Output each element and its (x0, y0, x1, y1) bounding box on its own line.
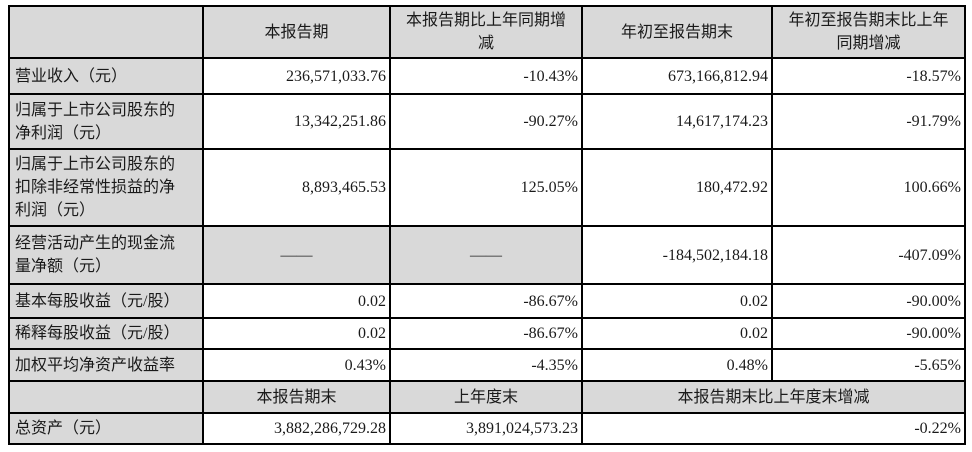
column-header-ytd-yoy-change: 年初至报告期末比上年 同期增减 (771, 4, 966, 60)
row-operating-cash-flow: 经营活动产生的现金流 量净额（元） —— —— -184,502,184.18 … (8, 225, 966, 286)
value-cell: -407.09% (771, 225, 966, 286)
row-label: 归属于上市公司股东的 净利润（元） (8, 93, 204, 151)
header-row-period: 本报告期 本报告期比上年同期增 减 年初至报告期末 年初至报告期末比上年 同期增… (8, 4, 966, 60)
dash-cell: —— (389, 225, 583, 286)
row-label: 总资产（元） (8, 412, 204, 446)
financial-summary-table: 本报告期 本报告期比上年同期增 减 年初至报告期末 年初至报告期末比上年 同期增… (8, 4, 966, 446)
row-operating-revenue: 营业收入（元） 236,571,033.76 -10.43% 673,166,8… (8, 57, 966, 96)
row-label: 基本每股收益（元/股） (8, 283, 204, 320)
value-cell: 0.02 (581, 317, 773, 351)
value-cell: 0.02 (202, 317, 391, 351)
value-cell: -90.00% (771, 283, 966, 320)
row-diluted-eps: 稀释每股收益（元/股） 0.02 -86.67% 0.02 -90.00% (8, 317, 966, 351)
value-cell: 8,893,465.53 (202, 148, 391, 228)
value-cell: -90.27% (389, 93, 583, 151)
row-label: 加权平均净资产收益率 (8, 348, 204, 383)
value-cell: 0.02 (202, 283, 391, 320)
row-basic-eps: 基本每股收益（元/股） 0.02 -86.67% 0.02 -90.00% (8, 283, 966, 320)
row-label: 经营活动产生的现金流 量净额（元） (8, 225, 204, 286)
value-cell: 0.48% (581, 348, 773, 383)
column-header-yoy-change: 本报告期比上年同期增 减 (389, 4, 583, 60)
value-cell: 673,166,812.94 (581, 57, 773, 96)
value-cell: -90.00% (771, 317, 966, 351)
header-corner-cell (8, 380, 204, 415)
row-label: 营业收入（元） (8, 57, 204, 96)
value-cell-change: -0.22% (581, 412, 966, 446)
row-net-profit-excl-nonrecurring: 归属于上市公司股东的 扣除非经常性损益的净 利润（元） 8,893,465.53… (8, 148, 966, 228)
value-cell: 3,891,024,573.23 (389, 412, 583, 446)
column-header-period-end: 本报告期末 (202, 380, 391, 415)
value-cell: 100.66% (771, 148, 966, 228)
dash-cell: —— (202, 225, 391, 286)
row-total-assets: 总资产（元） 3,882,286,729.28 3,891,024,573.23… (8, 412, 966, 446)
row-weighted-avg-roe: 加权平均净资产收益率 0.43% -4.35% 0.48% -5.65% (8, 348, 966, 383)
value-cell: -184,502,184.18 (581, 225, 773, 286)
header-row-period-end: 本报告期末 上年度末 本报告期末比上年度末增减 (8, 380, 966, 415)
column-header-prior-year-end: 上年度末 (389, 380, 583, 415)
value-cell: -5.65% (771, 348, 966, 383)
value-cell: -86.67% (389, 283, 583, 320)
value-cell: 180,472.92 (581, 148, 773, 228)
value-cell: 14,617,174.23 (581, 93, 773, 151)
value-cell: 0.43% (202, 348, 391, 383)
value-cell: 0.02 (581, 283, 773, 320)
header-corner-cell (8, 4, 204, 60)
row-label: 归属于上市公司股东的 扣除非经常性损益的净 利润（元） (8, 148, 204, 228)
value-cell: 13,342,251.86 (202, 93, 391, 151)
value-cell: 236,571,033.76 (202, 57, 391, 96)
value-cell: 125.05% (389, 148, 583, 228)
column-header-year-to-date: 年初至报告期末 (581, 4, 773, 60)
value-cell: -10.43% (389, 57, 583, 96)
value-cell: -18.57% (771, 57, 966, 96)
value-cell: -91.79% (771, 93, 966, 151)
row-label: 稀释每股收益（元/股） (8, 317, 204, 351)
value-cell: 3,882,286,729.28 (202, 412, 391, 446)
column-header-current-period: 本报告期 (202, 4, 391, 60)
value-cell: -4.35% (389, 348, 583, 383)
row-net-profit: 归属于上市公司股东的 净利润（元） 13,342,251.86 -90.27% … (8, 93, 966, 151)
value-cell: -86.67% (389, 317, 583, 351)
column-header-change-vs-prior-year-end: 本报告期末比上年度末增减 (581, 380, 966, 415)
